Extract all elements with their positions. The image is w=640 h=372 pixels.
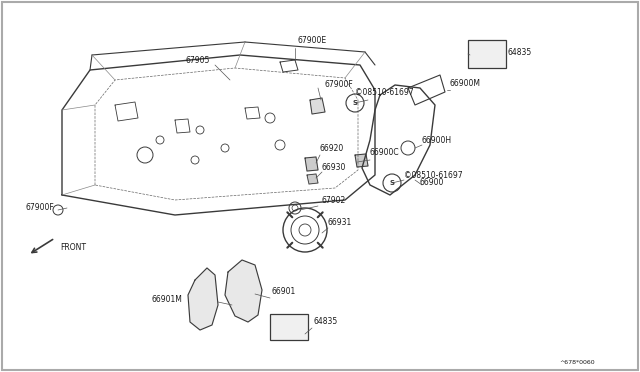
Text: S: S (353, 100, 358, 106)
Polygon shape (310, 98, 325, 114)
Text: 66920: 66920 (320, 144, 344, 153)
Text: 66930: 66930 (322, 163, 346, 171)
Polygon shape (225, 260, 262, 322)
Text: ^678*0060: ^678*0060 (559, 360, 595, 366)
Polygon shape (305, 157, 318, 171)
Text: ©08510-61697: ©08510-61697 (355, 87, 413, 96)
FancyBboxPatch shape (468, 40, 506, 68)
Text: 66900: 66900 (420, 177, 444, 186)
Text: S: S (390, 180, 394, 186)
Text: ©08510-61697: ©08510-61697 (404, 170, 463, 180)
Polygon shape (307, 174, 318, 184)
Text: FRONT: FRONT (60, 244, 86, 253)
Polygon shape (188, 268, 218, 330)
Text: 66931: 66931 (328, 218, 352, 227)
Polygon shape (355, 154, 368, 167)
Text: 67900E: 67900E (298, 35, 327, 45)
Text: 67900F: 67900F (25, 202, 54, 212)
Text: 66900H: 66900H (422, 135, 452, 144)
Text: 67900F: 67900F (325, 80, 354, 89)
Text: 64835: 64835 (314, 317, 339, 327)
Text: 64835: 64835 (508, 48, 532, 57)
Text: 66900M: 66900M (450, 78, 481, 87)
Text: 67905: 67905 (185, 55, 209, 64)
Text: 67902: 67902 (322, 196, 346, 205)
Text: 66901: 66901 (272, 288, 296, 296)
FancyBboxPatch shape (270, 314, 308, 340)
Text: 66900C: 66900C (370, 148, 399, 157)
Text: 66901M: 66901M (151, 295, 182, 305)
